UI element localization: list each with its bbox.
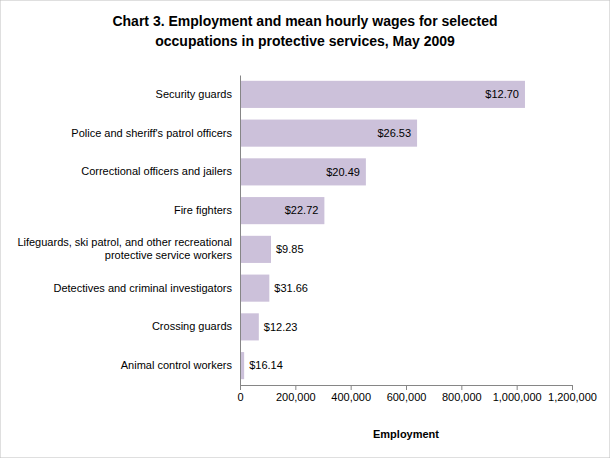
bar (240, 197, 324, 224)
x-tick: 1,200,000 (548, 385, 597, 403)
x-tick-mark (517, 385, 518, 390)
x-tick-mark (351, 385, 352, 390)
x-axis-line (241, 386, 573, 391)
bar (240, 158, 366, 185)
wage-label: $31.66 (274, 282, 308, 294)
background (0, 0, 610, 458)
plot: 0 200,000 400,000 600,000 800,000 1,000,000 1,… (17, 76, 597, 403)
x-tick: 200,000 (276, 385, 316, 403)
y-tick-label: Lifeguards, ski patrol, and other recrea… (17, 236, 232, 261)
x-tick-label: 800,000 (442, 391, 482, 403)
x-tick-label: 400,000 (331, 391, 371, 403)
y-axis: Security guards Police and sheriff's patr… (17, 76, 240, 386)
x-tick: 600,000 (387, 385, 427, 403)
title: Chart 3. Employment and mean hourly wage… (112, 13, 497, 49)
x-axis-title: Employment (373, 428, 439, 440)
bar (240, 120, 417, 147)
y-tick: Correctional officers and jailers (81, 165, 240, 177)
x-tick-mark (406, 385, 407, 390)
wage-label: $12.70 (485, 88, 519, 100)
x-tick-label: 600,000 (387, 391, 427, 403)
x-tick: 400,000 (331, 385, 371, 403)
x-tick-label: 200,000 (276, 391, 316, 403)
y-tick: Police and sheriff's patrol officers (71, 127, 240, 139)
y-tick: Fire fighters (174, 204, 240, 216)
y-tick: Lifeguards, ski patrol, and other recrea… (17, 236, 240, 261)
wage-label: $16.14 (249, 359, 283, 371)
x-tick-mark (572, 385, 573, 390)
wage-label: $26.53 (377, 127, 411, 139)
y-tick-label: Crossing guards (152, 320, 233, 332)
y-tick: Detectives and criminal investigators (53, 282, 240, 294)
bars (240, 81, 525, 379)
x-tick-label: 1,000,000 (493, 391, 542, 403)
y-tick: Crossing guards (152, 320, 240, 332)
y-tick: Security guards (156, 88, 240, 100)
wage-label: $20.49 (326, 166, 360, 178)
y-tick: Animal control workers (121, 359, 240, 371)
x-tick: 0 (237, 385, 243, 403)
chart: Chart 3. Employment and mean hourly wage… (0, 0, 610, 458)
x-tick-label: 0 (237, 391, 243, 403)
bar (240, 313, 259, 340)
bar (240, 275, 269, 302)
bar (240, 81, 525, 108)
x-tick-mark (461, 385, 462, 390)
bar (240, 236, 271, 263)
y-tick-label: Security guards (156, 88, 233, 100)
y-tick-label: Fire fighters (174, 204, 233, 216)
y-axis-line (240, 76, 241, 386)
x-tick-mark (295, 385, 296, 390)
x-tick: 800,000 (442, 385, 482, 403)
x-tick-label: 1,200,000 (548, 391, 597, 403)
wage-label: $12.23 (264, 321, 298, 333)
wage-label: $22.72 (285, 204, 319, 216)
y-tick-label: Correctional officers and jailers (81, 165, 232, 177)
y-tick-label: Detectives and criminal investigators (53, 282, 232, 294)
y-tick-label: Police and sheriff's patrol officers (71, 127, 232, 139)
y-tick-label: Animal control workers (121, 359, 233, 371)
x-tick-mark (240, 385, 241, 390)
wage-labels: $12.70 $26.53 $20.49 $22.72 $9.85 $31.66 $12.2… (249, 88, 519, 371)
x-tick: 1,000,000 (493, 385, 542, 403)
x-axis: 0 200,000 400,000 600,000 800,000 1,000,000 1,… (237, 385, 597, 403)
wage-label: $9.85 (276, 243, 304, 255)
